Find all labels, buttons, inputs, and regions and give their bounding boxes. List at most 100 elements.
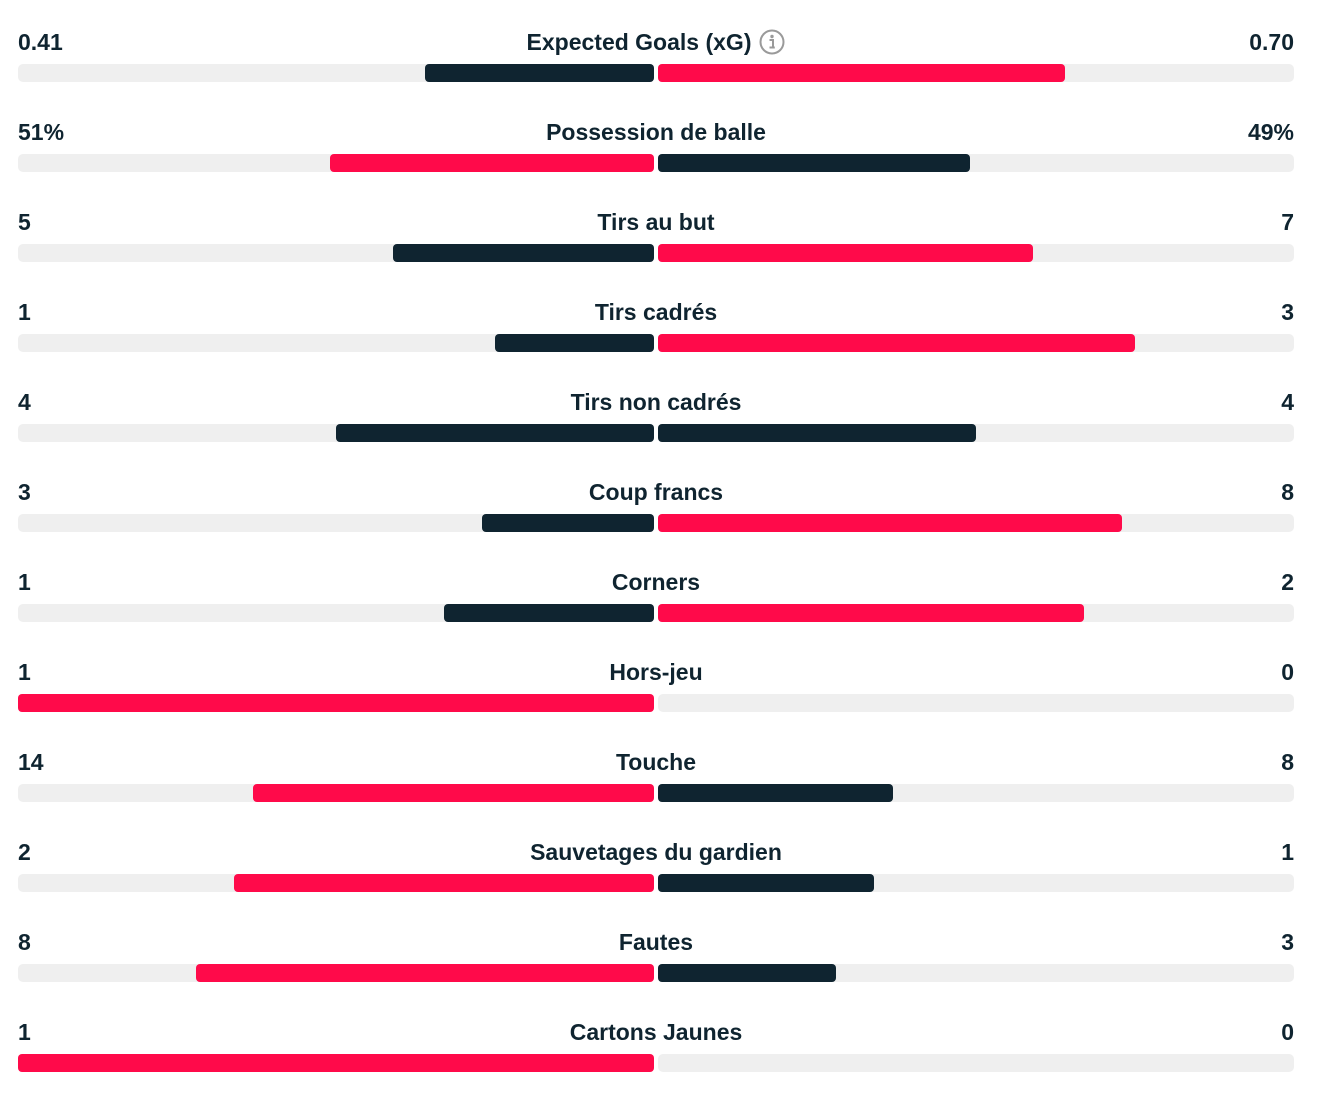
stat-title: Tirs cadrés (18, 296, 1294, 328)
stat-title: Tirs au but (18, 206, 1294, 238)
stat-row-yellow-cards: 1 Cartons Jaunes 0 (0, 1016, 1332, 1106)
home-track (18, 874, 654, 892)
stat-header: 51% Possession de balle 49% (18, 116, 1294, 154)
stat-header: 8 Fautes 3 (18, 926, 1294, 964)
home-value: 2 (18, 839, 31, 865)
stat-label: Expected Goals (xG) (526, 29, 752, 55)
home-track (18, 424, 654, 442)
away-value: 0.70 (1249, 29, 1294, 55)
stat-header: 1 Tirs cadrés 3 (18, 296, 1294, 334)
stat-title: Cartons Jaunes (18, 1016, 1294, 1048)
stat-label: Tirs non cadrés (570, 389, 742, 415)
home-track (18, 1054, 654, 1072)
away-fill (658, 784, 893, 802)
away-track (658, 874, 1294, 892)
comparison-bar (18, 154, 1294, 172)
home-fill (444, 604, 654, 622)
home-track (18, 64, 654, 82)
stat-row-corners: 1 Corners 2 (0, 566, 1332, 656)
stat-label: Sauvetages du gardien (530, 839, 782, 865)
away-track (658, 964, 1294, 982)
away-fill (658, 604, 1084, 622)
home-fill (425, 64, 654, 82)
stat-row-throw-ins: 14 Touche 8 (0, 746, 1332, 836)
comparison-bar (18, 694, 1294, 712)
stat-title: Touche (18, 746, 1294, 778)
away-value: 0 (1281, 1019, 1294, 1045)
home-fill (336, 424, 654, 442)
away-track (658, 64, 1294, 82)
away-track (658, 784, 1294, 802)
stat-label: Cartons Jaunes (569, 1019, 743, 1045)
home-track (18, 514, 654, 532)
comparison-bar (18, 424, 1294, 442)
home-value: 1 (18, 1019, 31, 1045)
stat-header: 1 Hors-jeu 0 (18, 656, 1294, 694)
stat-label: Hors-jeu (609, 659, 703, 685)
stat-label: Corners (611, 569, 701, 595)
away-fill (658, 874, 874, 892)
away-fill (658, 514, 1122, 532)
home-value: 1 (18, 299, 31, 325)
away-fill (658, 964, 836, 982)
away-fill (658, 154, 970, 172)
home-track (18, 604, 654, 622)
away-value: 7 (1281, 209, 1294, 235)
away-track (658, 154, 1294, 172)
home-track (18, 334, 654, 352)
home-track (18, 154, 654, 172)
stat-title: Corners (18, 566, 1294, 598)
stat-header: 5 Tirs au but 7 (18, 206, 1294, 244)
away-track (658, 694, 1294, 712)
comparison-bar (18, 514, 1294, 532)
stat-row-shots-off-target: 4 Tirs non cadrés 4 (0, 386, 1332, 476)
stat-header: 0.41 Expected Goals (xG) 0.70 (18, 26, 1294, 64)
away-fill (658, 424, 976, 442)
away-track (658, 244, 1294, 262)
away-value: 2 (1281, 569, 1294, 595)
away-track (658, 424, 1294, 442)
away-value: 3 (1281, 929, 1294, 955)
away-value: 3 (1281, 299, 1294, 325)
stat-row-goalkeeper-saves: 2 Sauvetages du gardien 1 (0, 836, 1332, 926)
stat-label: Tirs cadrés (594, 299, 718, 325)
stat-label: Coup francs (588, 479, 724, 505)
stat-title: Fautes (18, 926, 1294, 958)
stat-header: 1 Corners 2 (18, 566, 1294, 604)
info-icon[interactable] (759, 29, 785, 55)
home-value: 3 (18, 479, 31, 505)
away-track (658, 604, 1294, 622)
stat-title: Coup francs (18, 476, 1294, 508)
stat-header: 3 Coup francs 8 (18, 476, 1294, 514)
away-track (658, 514, 1294, 532)
home-value: 4 (18, 389, 31, 415)
home-value: 51% (18, 119, 65, 145)
stat-header: 2 Sauvetages du gardien 1 (18, 836, 1294, 874)
away-fill (658, 64, 1065, 82)
stat-row-xg: 0.41 Expected Goals (xG) 0.70 (0, 26, 1332, 116)
comparison-bar (18, 1054, 1294, 1072)
home-fill (234, 874, 654, 892)
stat-title: Hors-jeu (18, 656, 1294, 688)
comparison-bar (18, 784, 1294, 802)
home-fill (253, 784, 654, 802)
away-value: 4 (1281, 389, 1294, 415)
comparison-bar (18, 244, 1294, 262)
away-track (658, 334, 1294, 352)
home-fill (393, 244, 654, 262)
home-fill (18, 1054, 654, 1072)
stat-label: Possession de balle (546, 119, 766, 145)
comparison-bar (18, 64, 1294, 82)
stat-header: 1 Cartons Jaunes 0 (18, 1016, 1294, 1054)
away-value: 8 (1281, 749, 1294, 775)
stat-row-shots-on-target: 1 Tirs cadrés 3 (0, 296, 1332, 386)
away-fill (658, 334, 1135, 352)
stat-title: Tirs non cadrés (18, 386, 1294, 418)
stat-row-free-kicks: 3 Coup francs 8 (0, 476, 1332, 566)
home-fill (196, 964, 654, 982)
stat-title: Possession de balle (18, 116, 1294, 148)
comparison-bar (18, 334, 1294, 352)
home-fill (18, 694, 654, 712)
home-track (18, 964, 654, 982)
